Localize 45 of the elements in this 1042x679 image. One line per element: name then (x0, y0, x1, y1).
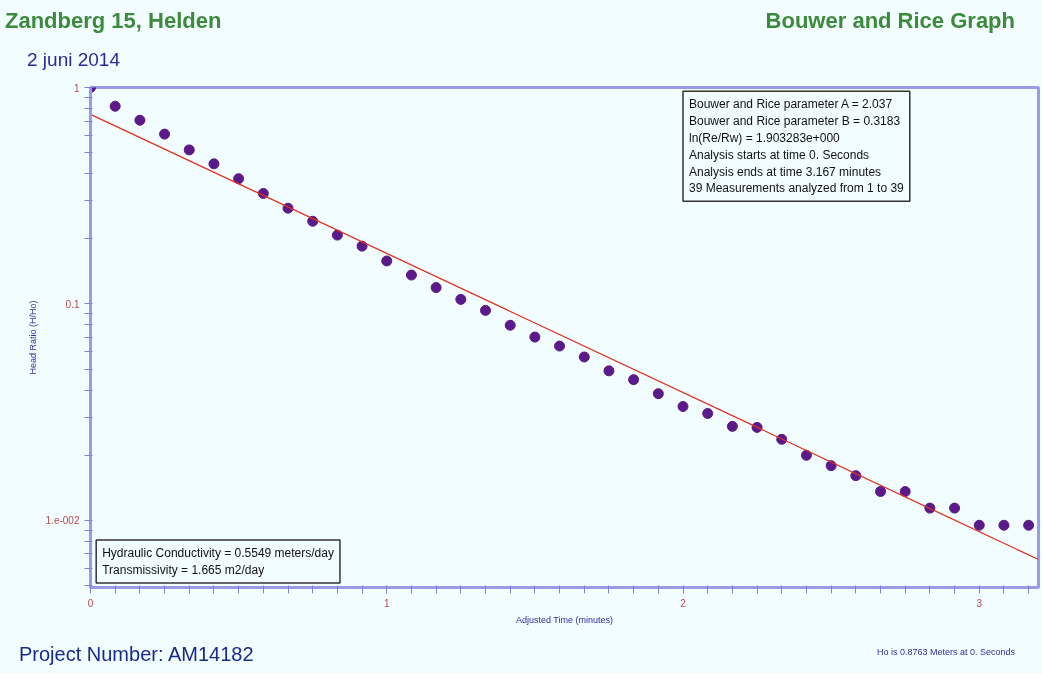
text: Bouwer and Rice Graph (765, 7, 1015, 35)
annotation: Bouwer and Rice parameter A = 2.037 Bouwer and Rice parameter B = 0.3183 ln(Re/Rw) = 1.903283e+000 Analysis starts at time 0. Seconds Analysis ends at time 3.167 minutes 39 Measurements analyzed from 1 to 39 (689, 96, 905, 195)
chart-title: Zandberg 15, Helden (5, 7, 222, 35)
point (430, 281, 442, 293)
point (603, 364, 615, 376)
point (331, 229, 343, 241)
point (702, 407, 714, 419)
point (529, 331, 541, 343)
point (800, 449, 812, 461)
point (899, 485, 911, 497)
point (554, 340, 566, 352)
y-axis-title: Head Ratio (H/Ho) (27, 300, 38, 375)
text: Ho is 0.8763 Meters at 0. Seconds (876, 645, 1015, 659)
text: Project Number: AM14182 (19, 641, 254, 667)
chart-subtitle: 2 juni 2014 (27, 48, 120, 73)
x-tick-label: 1 (383, 597, 390, 609)
x-tick-label: 3 (976, 597, 983, 609)
point (183, 143, 195, 155)
point (998, 519, 1010, 531)
point (208, 157, 220, 169)
point (504, 319, 516, 331)
point (159, 128, 171, 140)
point (949, 502, 961, 514)
point (134, 114, 146, 126)
point (233, 172, 245, 184)
point (677, 400, 689, 412)
x-tick-label: 0 (87, 597, 94, 609)
annotation: Hydraulic Conductivity = 0.5549 meters/day Transmissivity = 1.665 m2/day (102, 545, 334, 577)
x-tick-label: 2 (680, 597, 687, 609)
point (455, 293, 467, 305)
y-tick-label: 1.e-002 (45, 515, 80, 526)
x-axis-title: Adjusted Time (minutes) (515, 614, 613, 625)
point (875, 485, 887, 497)
point (973, 519, 985, 531)
point (628, 373, 640, 385)
y-tick-label: 0.1 (65, 298, 80, 310)
point (405, 269, 417, 281)
point (109, 100, 121, 112)
point (381, 255, 393, 267)
point (578, 351, 590, 363)
point (726, 420, 738, 432)
y-tick-label: 1 (73, 82, 80, 94)
point (1023, 519, 1035, 531)
point (652, 387, 664, 399)
point (479, 304, 491, 316)
